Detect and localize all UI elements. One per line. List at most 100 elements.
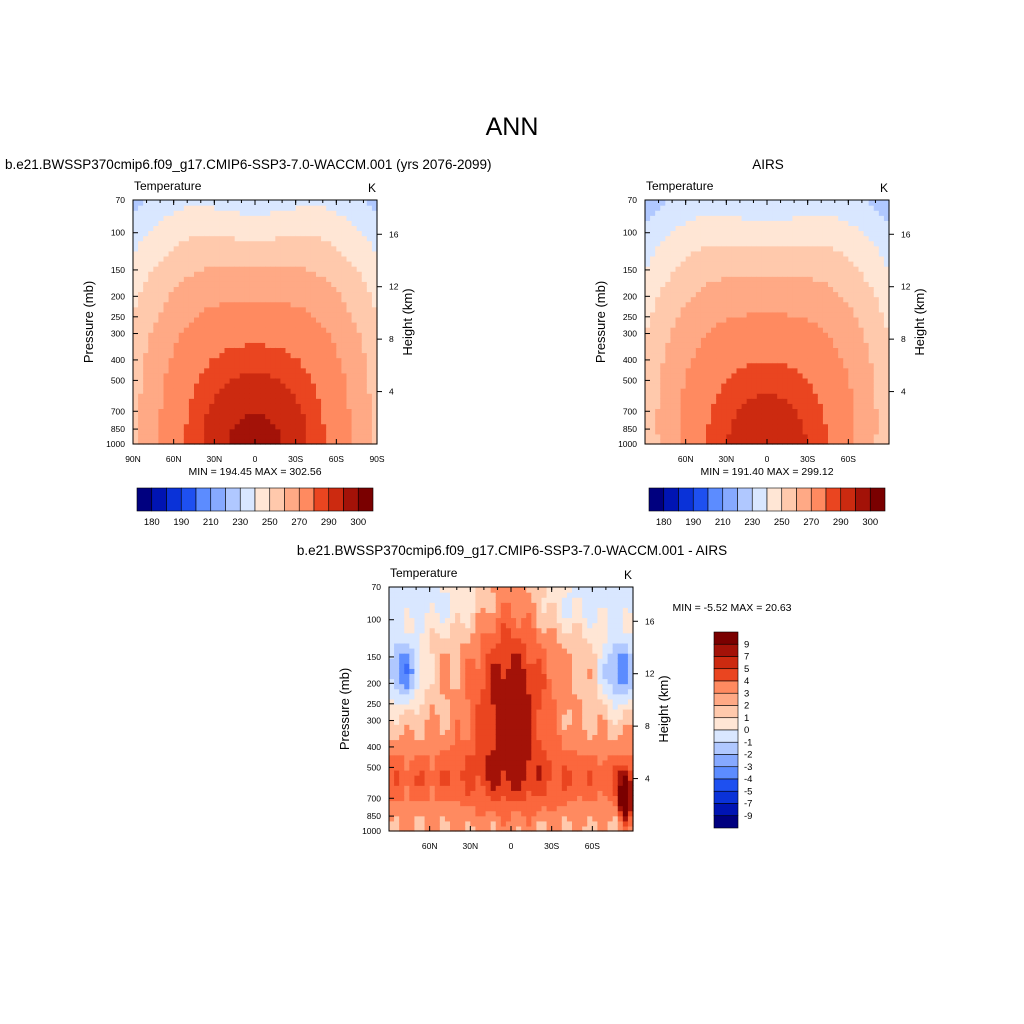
field-cell — [265, 327, 271, 333]
field-cell — [812, 393, 819, 399]
field-cell — [756, 235, 763, 242]
field-cell — [194, 276, 200, 282]
field-cell — [285, 418, 292, 425]
field-cell — [138, 322, 144, 328]
field-cell — [148, 367, 154, 374]
field-cell — [767, 215, 773, 221]
field-cell — [404, 810, 410, 817]
field-cell — [726, 306, 733, 313]
field-cell — [153, 388, 160, 394]
field-cell — [731, 235, 738, 242]
field-cell — [751, 388, 758, 394]
field-cell — [321, 240, 327, 247]
field-cell — [746, 362, 753, 369]
field-cell — [711, 393, 717, 399]
y2-tick-label: 16 — [901, 229, 911, 239]
field-cell — [321, 357, 327, 364]
field-cell — [711, 413, 717, 420]
field-cell — [183, 271, 190, 277]
field-cell — [199, 367, 205, 374]
field-cell — [858, 271, 865, 277]
field-cell — [173, 271, 180, 277]
field-cell — [665, 403, 672, 410]
field-cell — [234, 347, 241, 354]
field-cell — [356, 205, 363, 211]
field-cell — [817, 367, 824, 374]
field-cell — [726, 383, 733, 389]
field-cell — [843, 352, 849, 359]
field-cell — [858, 383, 865, 389]
field-cell — [655, 245, 661, 252]
field-cell — [219, 225, 226, 232]
field-cell — [746, 383, 753, 389]
field-cell — [716, 337, 722, 343]
field-cell — [305, 240, 312, 247]
field-cell — [346, 362, 353, 369]
field-cell — [194, 377, 200, 384]
field-cell — [371, 423, 378, 430]
field-cell — [670, 261, 677, 267]
field-cell — [777, 296, 783, 303]
field-cell — [807, 362, 814, 369]
field-cell — [310, 352, 317, 359]
field-cell — [163, 383, 170, 389]
field-cell — [366, 342, 373, 349]
field-cell — [178, 388, 185, 394]
field-cell — [143, 200, 149, 206]
field-cell — [873, 322, 880, 328]
field-cell — [685, 367, 692, 374]
field-cell — [777, 352, 783, 359]
field-cell — [690, 327, 697, 333]
field-cell — [265, 367, 271, 374]
field-cell — [404, 825, 410, 832]
field-cell — [270, 200, 276, 206]
field-cell — [371, 377, 378, 384]
field-cell — [670, 306, 677, 313]
field-cell — [828, 261, 834, 267]
field-cell — [812, 403, 819, 410]
field-cell — [143, 377, 149, 384]
field-cell — [812, 266, 819, 272]
field-cell — [863, 240, 870, 247]
field-cell — [828, 286, 834, 293]
field-cell — [695, 342, 702, 349]
field-cell — [741, 235, 748, 242]
field-cell — [265, 271, 271, 277]
field-cell — [655, 393, 661, 399]
field-cell — [143, 347, 149, 354]
field-cell — [255, 230, 261, 237]
field-cell — [838, 322, 844, 328]
field-cell — [833, 240, 839, 247]
field-cell — [685, 255, 692, 262]
y-tick-label: 1000 — [618, 439, 637, 449]
field-cell — [316, 362, 322, 369]
field-cell — [346, 261, 353, 267]
field-cell — [394, 749, 400, 756]
field-cell — [366, 383, 373, 389]
field-cell — [706, 423, 712, 430]
field-cell — [883, 230, 890, 237]
field-cell — [188, 357, 195, 364]
field-cell — [194, 327, 200, 333]
field-cell — [782, 261, 788, 267]
field-cell — [280, 362, 287, 369]
field-cell — [655, 291, 661, 298]
field-cell — [746, 388, 753, 394]
field-cell — [158, 240, 165, 247]
field-cell — [706, 240, 712, 247]
field-cell — [204, 240, 210, 247]
field-cell — [848, 352, 855, 359]
field-cell — [351, 332, 358, 338]
field-cell — [305, 261, 312, 267]
field-cell — [868, 347, 875, 354]
field-cell — [194, 210, 200, 216]
field-cell — [305, 281, 312, 288]
field-cell — [199, 316, 205, 323]
field-cell — [695, 428, 702, 435]
field-cell — [792, 291, 799, 298]
colorbar-label: 300 — [350, 517, 366, 528]
field-cell — [249, 316, 256, 323]
field-cell — [838, 383, 844, 389]
field-cell — [731, 266, 738, 272]
field-cell — [767, 316, 773, 323]
